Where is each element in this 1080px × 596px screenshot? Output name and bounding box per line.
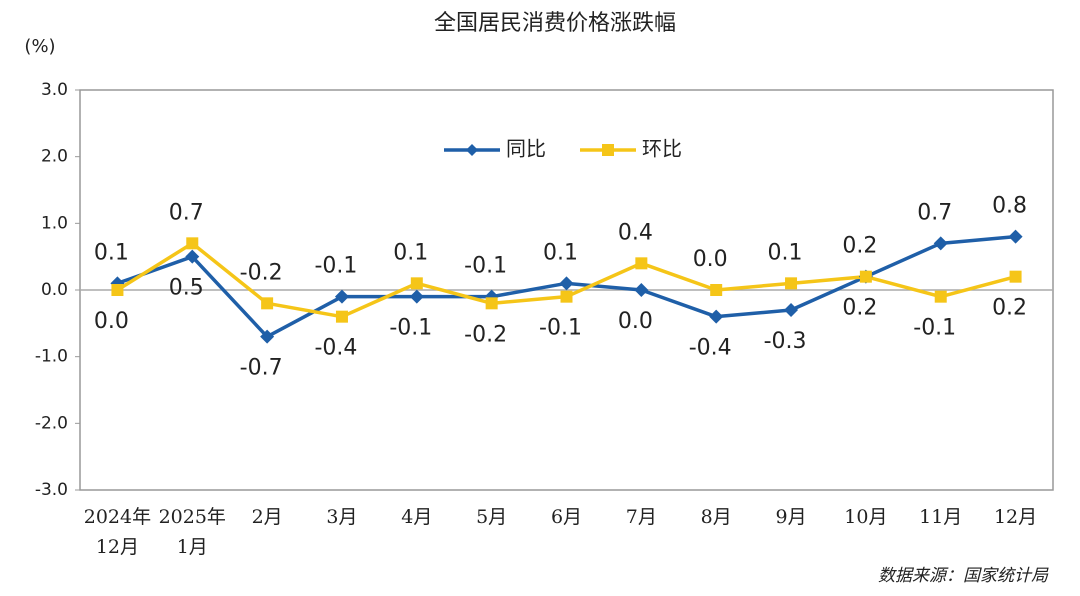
x-tick-label-text: 12月 [993,506,1038,528]
value-label: 0.5 [169,276,204,301]
value-label: 0.7 [917,200,952,225]
value-label: -0.4 [314,336,357,361]
x-tick-label-text: 2025年1月 [158,506,226,558]
x-tick-label-text: 4月 [401,506,433,528]
value-label: -0.1 [539,316,582,341]
value-label: 0.2 [842,296,877,321]
point [709,309,724,324]
x-tick-label: 11月 [919,506,963,528]
point [335,310,348,323]
y-tick-label: 2.0 [41,147,68,167]
chart-title: 全国居民消费价格涨跌幅 [434,11,676,36]
x-tick-label-text: 8月 [700,506,732,528]
value-label: -0.2 [240,260,283,285]
x-tick-label: 7月 [625,506,657,528]
y-tick-label: -3.0 [35,480,68,500]
point [186,237,199,250]
value-label: 0.8 [992,194,1027,219]
point [111,284,124,296]
y-tick-label: 1.0 [41,213,68,233]
y-tick-label: -2.0 [35,413,68,433]
point [710,284,723,296]
point [1009,270,1022,283]
value-label: -0.2 [464,322,507,347]
value-label: 0.0 [618,309,653,334]
x-tick-label-text: 2024年12月 [83,506,152,558]
value-label: 0.1 [768,240,803,265]
value-label: -0.1 [913,316,956,341]
point [260,329,275,344]
legend-marker [602,144,614,156]
x-tick-label: 2月 [251,506,283,528]
point [185,249,200,264]
value-label: -0.3 [764,329,807,354]
x-tick-label-text: 2月 [251,506,283,528]
point [559,276,574,291]
value-label: 0.1 [94,240,129,265]
point [261,297,274,310]
legend-marker [466,144,478,156]
point [859,270,872,283]
point [933,236,948,251]
y-tick-label: 3.0 [41,80,68,100]
value-label: 0.0 [693,247,728,272]
point [635,257,648,270]
value-label: 0.1 [393,240,428,265]
source: 数据来源：国家统计局 [878,566,1049,586]
value-label: 0.4 [618,220,653,245]
x-tick-label-text: 7月 [625,506,657,528]
x-tick-label-text: 9月 [775,506,807,528]
point [410,277,423,290]
value-label: 0.7 [169,200,204,225]
value-label: 0.1 [543,240,578,265]
point [785,277,798,290]
x-tick-label: 3月 [326,506,358,528]
legend-label: 环比 [642,137,682,161]
point [560,290,573,303]
y-tick-label: -1.0 [35,347,68,367]
x-tick-label: 6月 [550,506,583,528]
point [409,289,424,304]
legend-label: 同比 [506,137,546,161]
value-label: 0.2 [842,234,877,259]
x-tick-label-text: 10月 [844,506,888,528]
x-tick-label-text: 6月 [550,506,583,528]
point [634,283,649,297]
x-tick-label-text: 5月 [476,506,508,528]
x-tick-label: 4月 [401,506,433,528]
x-tick-label: 12月 [993,506,1038,528]
x-tick-label: 2025年1月 [158,506,226,558]
value-label: -0.1 [464,254,507,279]
x-tick-label: 2024年12月 [83,506,152,558]
x-tick-label: 5月 [476,506,508,528]
x-tick-label-text: 11月 [919,506,963,528]
x-tick-label-text: 3月 [326,506,358,528]
point [485,297,498,310]
value-label: -0.4 [689,336,732,361]
value-label: -0.1 [389,316,432,341]
value-label: 0.0 [94,309,129,334]
x-tick-label: 8月 [700,506,732,528]
value-label: -0.7 [240,356,283,381]
point [784,303,799,317]
y-unit: (%) [24,36,55,57]
x-tick-label: 10月 [844,506,888,528]
value-label: -0.1 [314,254,357,279]
x-tick-label: 9月 [775,506,807,528]
point [934,290,947,303]
point [334,289,349,304]
value-label: 0.2 [992,296,1027,321]
y-tick-label: 0.0 [41,280,68,300]
point [1008,229,1023,244]
